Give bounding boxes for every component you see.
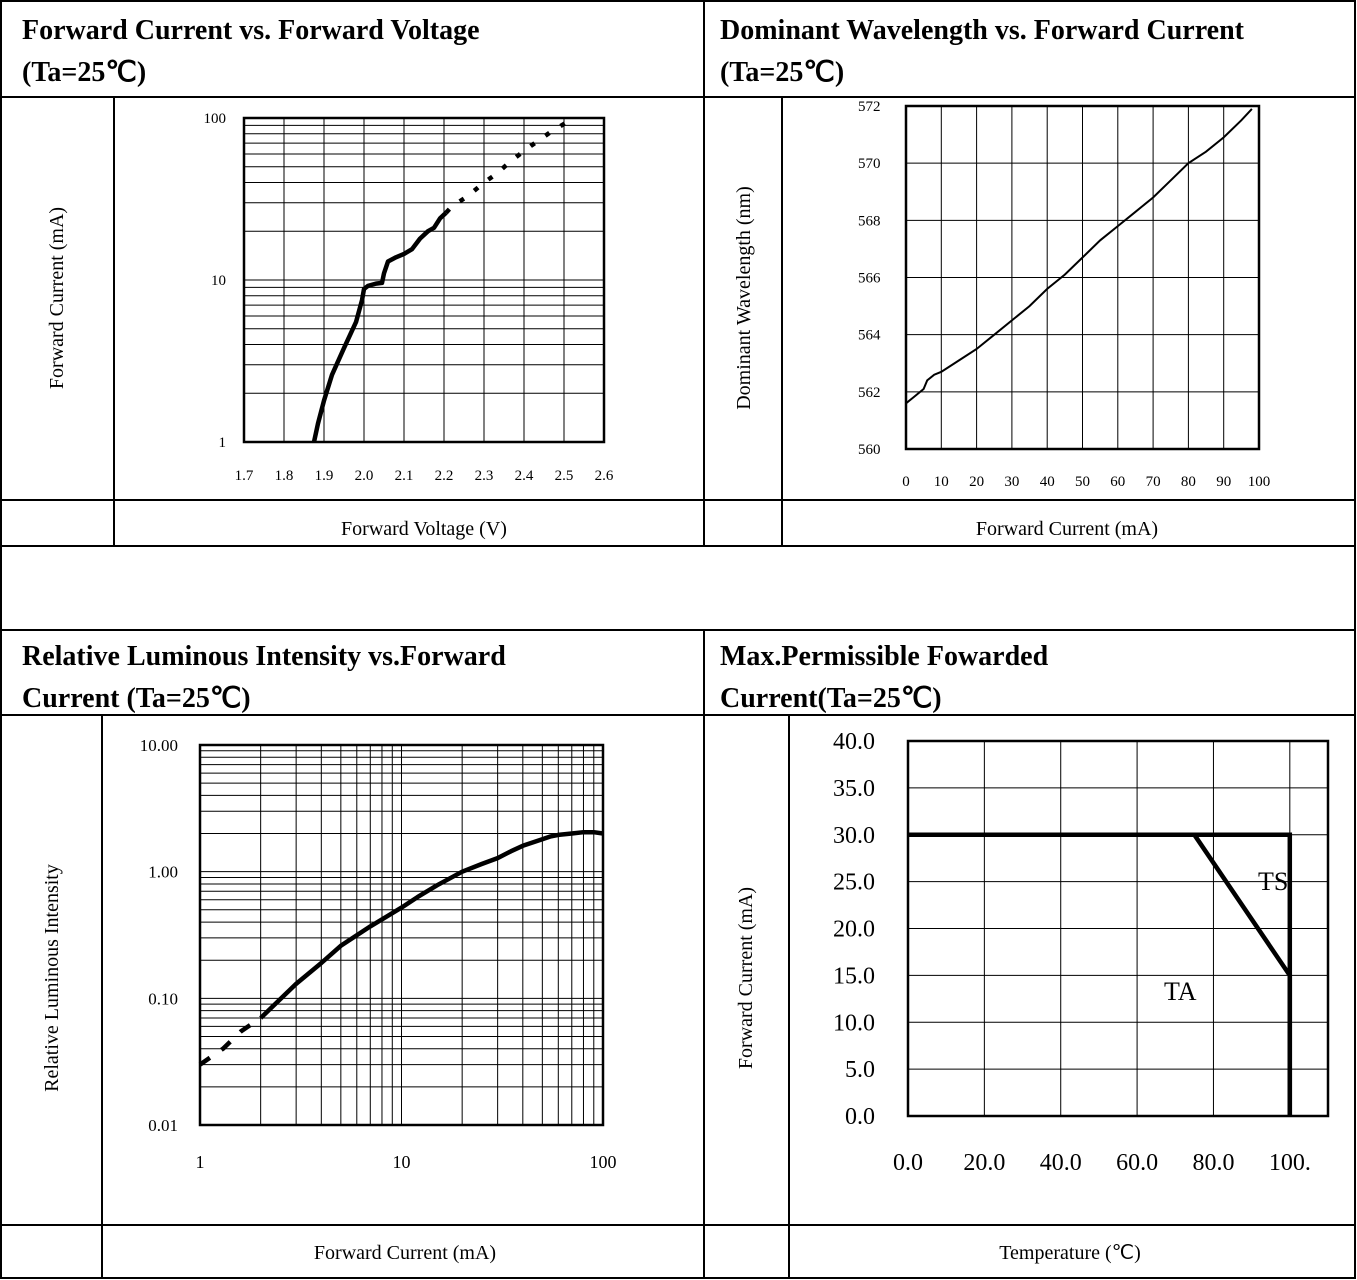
x-tick-label: 40.0 [1040, 1150, 1082, 1176]
x-tick-label: 100 [1248, 474, 1271, 490]
x-tick-label: 100 [590, 1152, 617, 1172]
y-tick-label: 0.10 [148, 989, 178, 1008]
x-tick-label: 2.3 [475, 468, 494, 484]
x-tick-label: 0.0 [893, 1150, 923, 1176]
x-tick-label: 1.8 [275, 468, 294, 484]
x-tick-label: 0 [902, 474, 910, 490]
chart-1-title-line2: (Ta=25℃) [22, 57, 147, 88]
plot-frame [906, 739, 1330, 1118]
x-tick-label: 2.0 [355, 468, 374, 484]
annotation-ta: TA [1164, 977, 1197, 1006]
series-line-dashed [444, 117, 574, 215]
y-tick-label: 572 [858, 99, 881, 115]
x-tick-label: 60.0 [1116, 1150, 1158, 1176]
y-tick-label: 562 [858, 385, 881, 401]
y-tick-label: 5.0 [845, 1057, 875, 1083]
series-line-ts [908, 832, 1293, 1116]
y-tick-label: 564 [858, 328, 881, 344]
plot-frame [242, 116, 606, 444]
x-tick-label: 2.6 [595, 468, 614, 484]
plot-frame [198, 743, 605, 1127]
y-tick-label: 10 [211, 273, 226, 289]
chart-2-xlabel: Forward Current (mA) [975, 518, 1159, 540]
x-tick-label: 60 [1110, 474, 1125, 490]
y-tick-label: 568 [858, 213, 881, 229]
annotation-ts: TS [1258, 867, 1288, 896]
chart-1-xlabel: Forward Voltage (V) [341, 518, 507, 540]
x-tick-label: 50 [1075, 474, 1090, 490]
x-tick-label: 10 [393, 1152, 411, 1172]
y-tick-label: 0.01 [148, 1116, 178, 1135]
chart-3-title-line2: Current (Ta=25℃) [22, 683, 251, 714]
x-tick-label: 2.2 [435, 468, 454, 484]
y-tick-label: 1.00 [148, 863, 178, 882]
chart-1-title: Forward Current vs. Forward Voltage [22, 15, 480, 46]
y-tick-label: 1 [219, 435, 227, 451]
chart-2-title-line2: (Ta=25℃) [720, 57, 845, 88]
y-tick-label: 35.0 [833, 776, 875, 802]
y-tick-label: 100 [204, 111, 227, 127]
x-tick-label: 100. [1269, 1150, 1311, 1176]
x-tick-label: 2.1 [395, 468, 414, 484]
chart-4-title: Max.Permissible Fowarded [720, 641, 1049, 672]
chart-3-xlabel: Forward Current (mA) [313, 1242, 497, 1264]
y-tick-label: 10.00 [140, 736, 178, 755]
x-tick-label: 10 [934, 474, 949, 490]
x-tick-label: 2.4 [515, 468, 534, 484]
x-tick-label: 70 [1146, 474, 1161, 490]
x-tick-label: 80 [1181, 474, 1196, 490]
chart-2-title: Dominant Wavelength vs. Forward Current [720, 15, 1244, 46]
y-tick-label: 15.0 [833, 963, 875, 989]
x-tick-label: 1.7 [235, 468, 254, 484]
series-line [259, 829, 604, 1020]
y-tick-label: 560 [858, 442, 881, 458]
y-tick-label: 25.0 [833, 870, 875, 896]
series-line [905, 108, 1253, 405]
x-tick-label: 80.0 [1192, 1150, 1234, 1176]
y-tick-label: 570 [858, 156, 881, 172]
x-tick-label: 1 [196, 1152, 205, 1172]
x-tick-label: 20.0 [963, 1150, 1005, 1176]
chart-4-title-line2: Current(Ta=25℃) [720, 683, 942, 714]
x-tick-label: 90 [1216, 474, 1231, 490]
y-tick-label: 30.0 [833, 823, 875, 849]
y-tick-label: 10.0 [833, 1010, 875, 1036]
x-tick-label: 20 [969, 474, 984, 490]
y-tick-label: 0.0 [845, 1104, 875, 1130]
y-tick-label: 20.0 [833, 917, 875, 943]
chart-4-xlabel: Temperature (℃) [999, 1242, 1141, 1264]
plot-frame [904, 104, 1261, 451]
y-tick-label: 566 [858, 271, 881, 287]
x-tick-label: 40 [1040, 474, 1055, 490]
chart-3-title: Relative Luminous Intensity vs.Forward [22, 641, 506, 672]
y-tick-label: 40.0 [833, 729, 875, 755]
x-tick-label: 30 [1004, 474, 1019, 490]
series-line [311, 211, 448, 443]
x-tick-label: 1.9 [315, 468, 334, 484]
x-tick-label: 2.5 [555, 468, 574, 484]
